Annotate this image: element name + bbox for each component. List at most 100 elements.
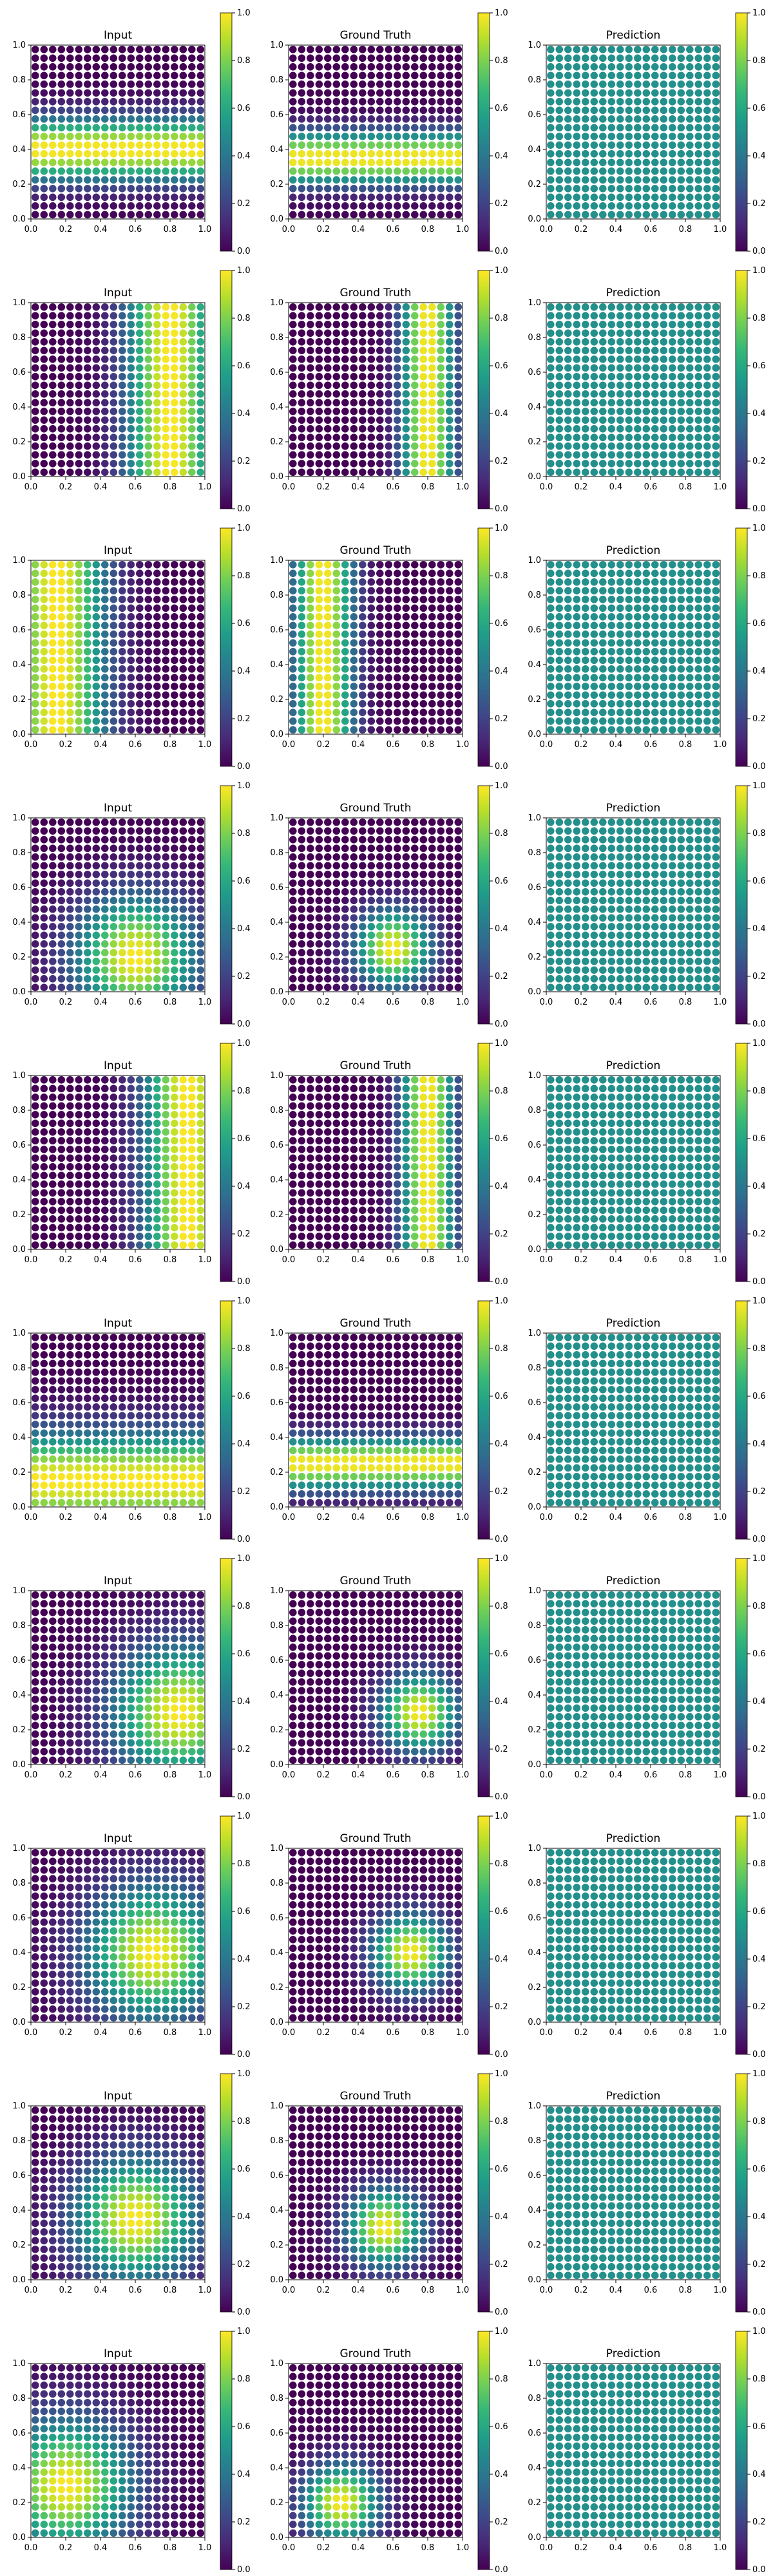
scatter-point <box>677 416 685 424</box>
scatter-point <box>144 98 153 106</box>
scatter-point <box>350 71 358 80</box>
scatter-point <box>136 819 144 826</box>
scatter-point <box>590 115 598 123</box>
scatter-point <box>677 71 685 80</box>
scatter-point <box>694 569 703 578</box>
scatter-point <box>651 338 659 346</box>
scatter-point <box>307 958 314 965</box>
scatter-point <box>92 98 100 106</box>
scatter-point <box>49 853 57 861</box>
scatter-point <box>446 89 453 97</box>
scatter-point <box>188 46 196 53</box>
scatter-point <box>411 133 419 140</box>
scatter-point <box>703 399 711 407</box>
scatter-point <box>332 63 341 71</box>
scatter-point <box>350 587 358 595</box>
scatter-point <box>367 578 376 586</box>
x-tick-label: 0.6 <box>386 225 400 234</box>
scatter-point <box>179 193 187 202</box>
scatter-point <box>669 639 676 647</box>
scatter-point <box>547 63 555 71</box>
scatter-point <box>332 683 341 690</box>
scatter-point <box>712 46 720 53</box>
scatter-point <box>669 141 676 149</box>
scatter-point <box>162 329 170 337</box>
scatter-point <box>359 862 367 870</box>
scatter-point <box>454 202 463 210</box>
scatter-point <box>92 888 100 896</box>
scatter-point <box>298 158 306 167</box>
colorbar-tick-label: 0.8 <box>752 314 766 323</box>
scatter-point <box>289 630 297 638</box>
scatter-point <box>359 408 367 415</box>
scatter-point <box>359 888 367 896</box>
scatter-point <box>188 63 196 71</box>
scatter-point <box>694 639 703 647</box>
scatter-point <box>75 700 83 708</box>
scatter-point <box>307 373 314 381</box>
scatter-point <box>350 133 358 140</box>
scatter-point <box>590 54 598 62</box>
scatter-point <box>196 46 205 53</box>
scatter-point <box>179 63 187 71</box>
scatter-point <box>582 656 589 665</box>
scatter-point <box>454 321 463 328</box>
ground-truth-panel-1: Ground Truth0.00.00.20.20.40.40.60.60.80… <box>270 8 508 256</box>
scatter-point <box>402 80 410 88</box>
scatter-point <box>298 115 306 123</box>
scatter-point <box>582 674 589 682</box>
scatter-point <box>179 853 187 861</box>
scatter-point <box>394 717 401 725</box>
scatter-point <box>324 905 332 913</box>
scatter-point <box>92 141 100 149</box>
scatter-point <box>153 561 161 569</box>
scatter-point <box>607 185 616 193</box>
colorbar-tick-label: 0.4 <box>495 151 508 161</box>
input-panel-2: Input0.00.00.20.20.40.40.60.60.80.81.01.… <box>12 266 250 514</box>
scatter-point <box>590 98 598 106</box>
scatter-point <box>315 346 323 355</box>
scatter-point <box>660 442 668 450</box>
scatter-point <box>590 89 598 97</box>
y-tick-label: 0.2 <box>270 695 283 705</box>
scatter-point <box>84 71 91 80</box>
scatter-point <box>376 683 384 690</box>
scatter-point <box>599 211 607 219</box>
scatter-point <box>127 561 135 569</box>
scatter-point <box>677 80 685 88</box>
scatter-point <box>101 390 109 398</box>
scatter-point <box>712 569 720 578</box>
scatter-point <box>298 923 306 931</box>
scatter-point <box>446 338 453 346</box>
scatter-point <box>402 966 410 974</box>
scatter-point <box>411 124 419 132</box>
scatter-point <box>188 460 196 468</box>
x-tick-label: 0.6 <box>386 740 400 750</box>
scatter-point <box>307 115 314 123</box>
scatter-point <box>677 364 685 372</box>
scatter-point <box>712 133 720 140</box>
scatter-point <box>590 691 598 699</box>
colorbar <box>735 527 748 767</box>
scatter-point <box>686 158 694 167</box>
scatter-point <box>162 80 170 88</box>
scatter-point <box>616 106 624 115</box>
scatter-point <box>669 158 676 167</box>
scatter-point <box>162 442 170 450</box>
scatter-point <box>92 338 100 346</box>
scatter-point <box>616 54 624 62</box>
scatter-point <box>599 329 607 337</box>
scatter-point <box>669 596 676 603</box>
scatter-point <box>298 862 306 870</box>
scatter-point <box>315 569 323 578</box>
scatter-point <box>332 460 341 468</box>
scatter-point <box>642 433 651 442</box>
scatter-point <box>92 416 100 424</box>
scatter-point <box>144 717 153 725</box>
scatter-point <box>703 604 711 612</box>
scatter-point <box>582 141 589 149</box>
scatter-point <box>634 211 642 219</box>
scatter-point <box>625 708 633 717</box>
scatter-point <box>341 949 349 957</box>
scatter-point <box>196 844 205 853</box>
